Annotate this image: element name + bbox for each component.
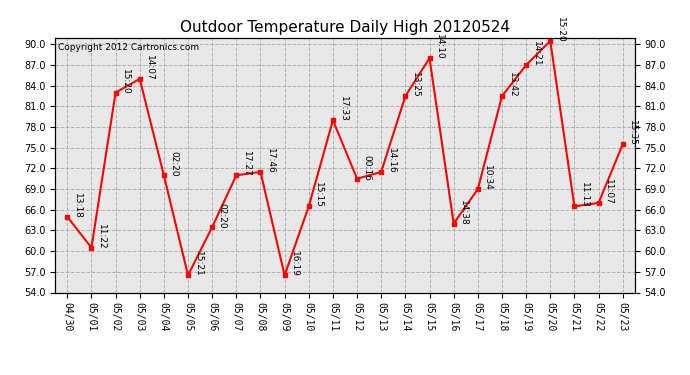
Text: 11:07: 11:07 [604,179,613,205]
Text: 15:20: 15:20 [556,17,565,43]
Text: 14:07: 14:07 [146,55,155,81]
Text: 14:16: 14:16 [387,148,396,174]
Text: 11:13: 11:13 [580,182,589,208]
Text: 14:10: 14:10 [435,34,444,60]
Text: 02:20: 02:20 [218,203,227,229]
Text: 11:22: 11:22 [97,224,106,249]
Text: Copyright 2012 Cartronics.com: Copyright 2012 Cartronics.com [58,43,199,52]
Text: 15:20: 15:20 [121,69,130,94]
Text: 02:20: 02:20 [170,152,179,177]
Text: 14:38: 14:38 [460,200,469,225]
Text: 15:15: 15:15 [315,182,324,208]
Text: 14:21: 14:21 [532,41,541,67]
Text: 15:21: 15:21 [194,251,203,277]
Text: 10:34: 10:34 [484,165,493,191]
Text: 13:18: 13:18 [73,193,82,219]
Text: 17:46: 17:46 [266,148,275,174]
Text: 13:25: 13:25 [411,72,420,98]
Text: 16:19: 16:19 [290,251,299,277]
Text: 17:27: 17:27 [242,152,251,177]
Text: 17:33: 17:33 [339,96,348,122]
Text: 13:42: 13:42 [508,72,517,98]
Title: Outdoor Temperature Daily High 20120524: Outdoor Temperature Daily High 20120524 [180,20,510,35]
Text: 15:35: 15:35 [629,120,638,146]
Text: 00:16: 00:16 [363,155,372,181]
